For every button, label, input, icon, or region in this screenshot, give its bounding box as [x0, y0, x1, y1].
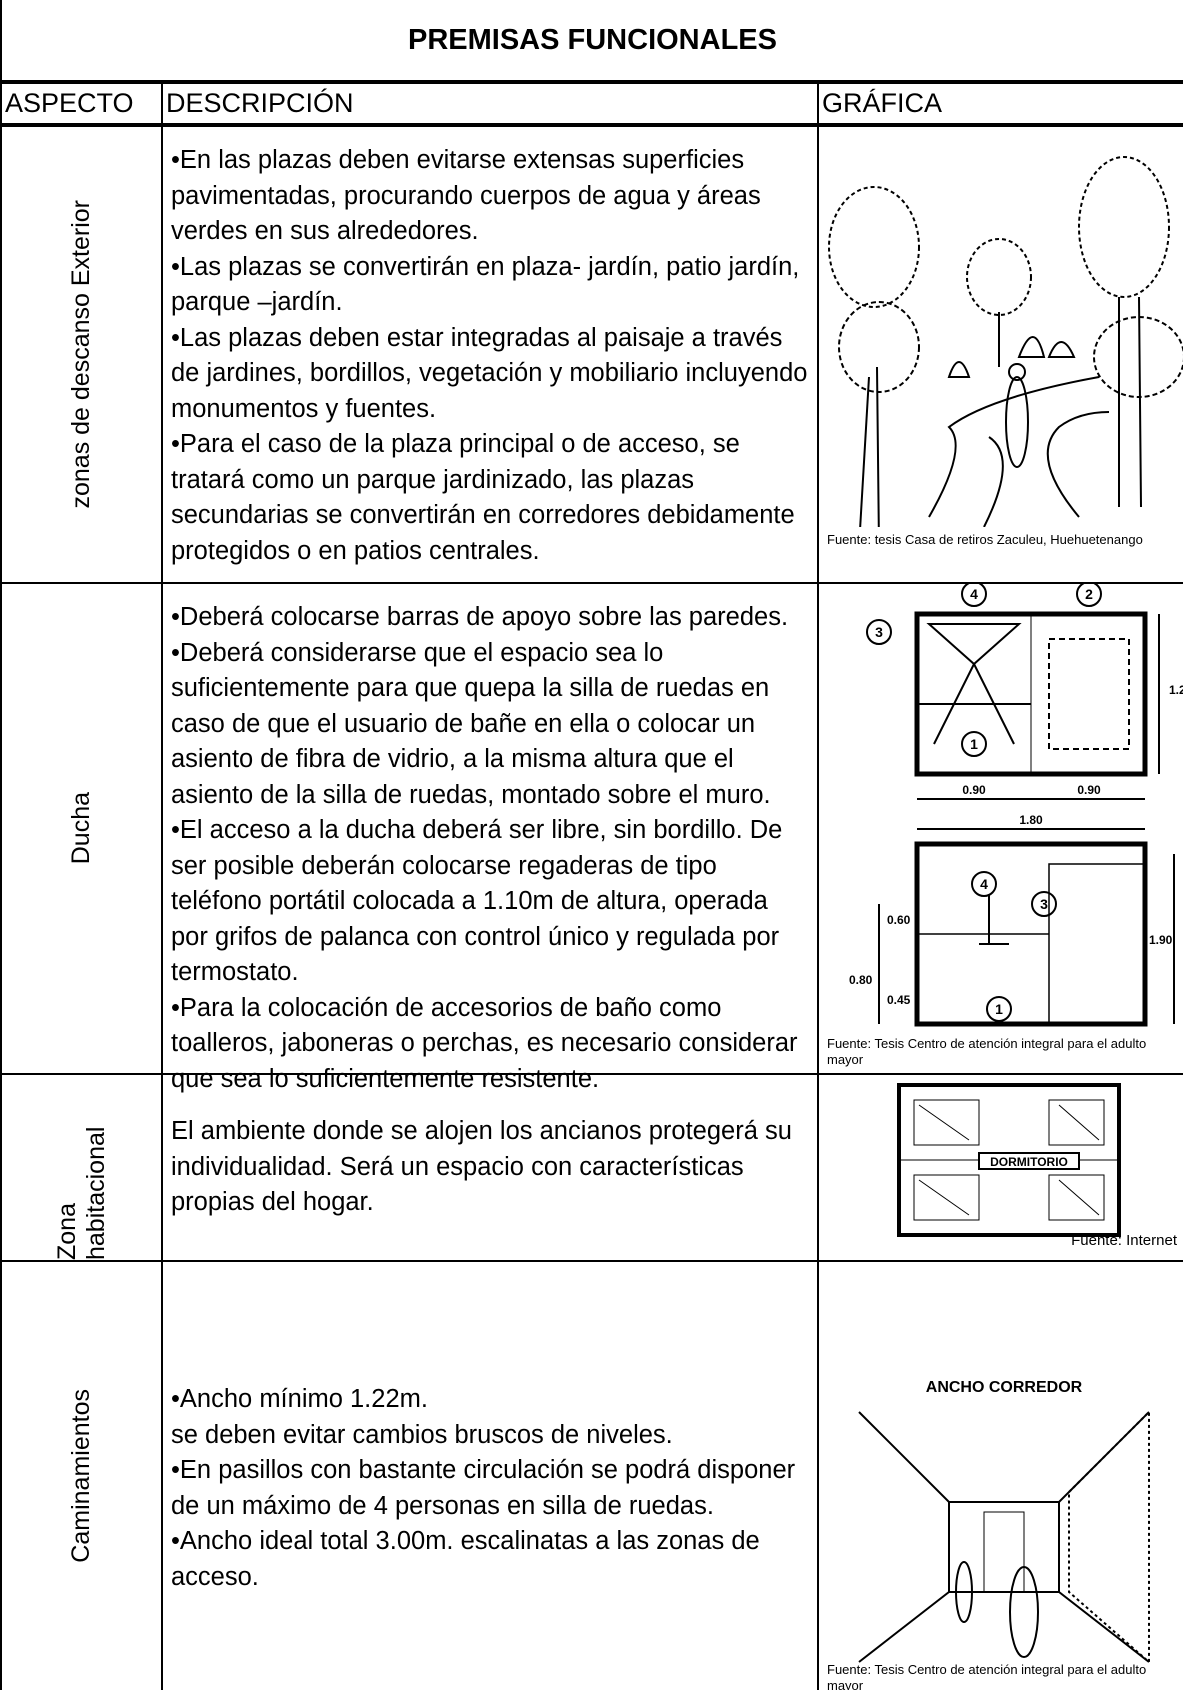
description-cell: •Ancho mínimo 1.22m. se deben evitar camb…	[163, 1262, 819, 1690]
description-item: •Las plazas se convertirán en plaza- jar…	[171, 252, 800, 317]
graphic-label: 4	[980, 876, 988, 892]
aspect: Ducha	[67, 792, 95, 865]
description-cell: •En las plazas deben evitarse extensas s…	[163, 127, 819, 584]
description: •Ancho mínimo 1.22m. se deben evitar camb…	[171, 1382, 811, 1595]
aspect-cell: zonas de descanso Exterior	[2, 127, 163, 584]
graphic-label: 1	[970, 736, 978, 752]
aspect: zonas de descanso Exterior	[67, 200, 95, 509]
aspect: Caminamientos	[67, 1389, 95, 1563]
graphic-label: 3	[875, 624, 883, 640]
corridor-drawing: ANCHO CORREDOR	[858, 1379, 1150, 1665]
column-header: GRÁFICA	[819, 84, 1183, 127]
graphic-label: 0.90	[1077, 783, 1101, 797]
description-item: •En pasillos con bastante circulación se…	[171, 1456, 796, 1520]
graphic-label: 2	[1085, 586, 1093, 602]
description-item: •Las plazas deben estar integradas al pa…	[171, 323, 808, 423]
graphic-label: 4	[970, 586, 978, 602]
graphic-label: 1.90	[1149, 933, 1173, 947]
description-item: •Para la colocación de accesorios de bañ…	[171, 993, 798, 1093]
description: El ambiente donde se alojen los ancianos…	[171, 1114, 811, 1221]
graphic-label: DORMITORIO	[990, 1155, 1068, 1169]
description: •En las plazas deben evitarse extensas s…	[171, 143, 811, 569]
description-cell: •Deberá colocarse barras de apoyo sobre …	[163, 584, 819, 1093]
description-item: •El acceso a la ducha deberá ser libre, …	[171, 816, 783, 986]
graphic-label: 1.80	[1019, 813, 1043, 827]
graphic-label: 1.20	[1169, 683, 1183, 697]
description-item: •En las plazas deben evitarse extensas s…	[171, 146, 761, 245]
tree-drawing	[828, 156, 1183, 527]
description-item: El ambiente donde se alojen los ancianos…	[171, 1117, 792, 1217]
graphic-cell: Fuente: tesis Casa de retiros Zaculeu, H…	[819, 127, 1183, 584]
graphic-label: 3	[1040, 896, 1048, 912]
bedroom-plan: DORMITORIO	[897, 1083, 1121, 1237]
description-item: •Deberá considerarse que el espacio sea …	[171, 638, 771, 809]
caption: Fuente: Tesis Centro de atención integra…	[827, 1662, 1147, 1690]
graphic-cell: DORMITORIO Fuente: Internet	[819, 1075, 1183, 1262]
column-header: ASPECTO	[2, 84, 163, 127]
graphic-label: 0.60	[887, 913, 911, 927]
description-item: •Ancho mínimo 1.22m.	[171, 1385, 428, 1413]
description-item: •Ancho ideal total 3.00m. escalinatas a …	[171, 1527, 760, 1591]
caption: Fuente: Tesis Centro de atención integra…	[827, 1036, 1147, 1067]
description-cell: El ambiente donde se alojen los ancianos…	[163, 1075, 819, 1262]
description: •Deberá colocarse barras de apoyo sobre …	[171, 600, 811, 1097]
graphic-label: ANCHO CORREDOR	[926, 1379, 1083, 1396]
aspect: Zona habitacional	[52, 1126, 110, 1260]
aspect-cell: Ducha	[2, 584, 163, 1075]
graphic-cell: 4 2 3 1 1.20 0.90 0.90 1.80 4 3 0.60 1.9…	[819, 584, 1183, 1075]
description-item: •Para el caso de la plaza principal o de…	[171, 430, 795, 565]
aspect-cell: Zona habitacional	[2, 1075, 163, 1262]
caption: Fuente: Internet	[1071, 1232, 1177, 1249]
graphic-label: 0.90	[962, 783, 986, 797]
graphic-label: 0.45	[887, 993, 911, 1007]
graphic-label: 1	[995, 1001, 1003, 1017]
shower-plan: 4 2 3 1 1.20 0.90 0.90 1.80 4 3 0.60 1.9…	[849, 584, 1183, 1027]
graphic-cell: ANCHO CORREDOR Fuente: Tesis Centro de a…	[819, 1262, 1183, 1690]
description-item: se deben evitar cambios bruscos de nivel…	[171, 1420, 673, 1449]
aspect-cell: Caminamientos	[2, 1262, 163, 1690]
column-header: DESCRIPCIÓN	[163, 84, 819, 127]
title: PREMISAS FUNCIONALES	[2, 0, 1183, 84]
description-item: •Deberá colocarse barras de apoyo sobre …	[171, 603, 789, 631]
caption: Fuente: tesis Casa de retiros Zaculeu, H…	[827, 532, 1143, 547]
graphic-label: 0.80	[849, 973, 873, 987]
